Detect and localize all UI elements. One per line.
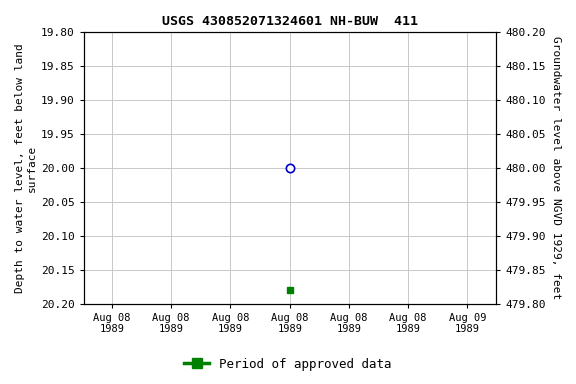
Y-axis label: Groundwater level above NGVD 1929, feet: Groundwater level above NGVD 1929, feet — [551, 36, 561, 300]
Title: USGS 430852071324601 NH-BUW  411: USGS 430852071324601 NH-BUW 411 — [162, 15, 418, 28]
Y-axis label: Depth to water level, feet below land
surface: Depth to water level, feet below land su… — [15, 43, 37, 293]
Legend: Period of approved data: Period of approved data — [179, 353, 397, 376]
